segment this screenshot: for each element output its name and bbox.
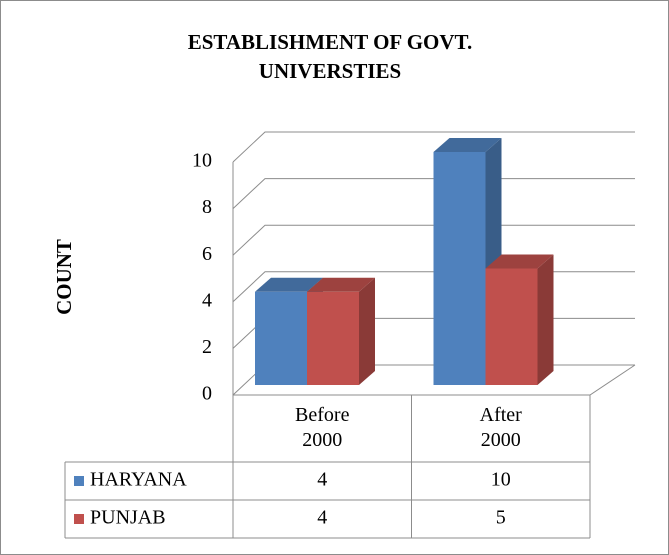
grid-line: [232, 131, 635, 163]
x-tick-label: After 2000: [479, 404, 522, 451]
bar: [485, 254, 554, 385]
bar-front: [307, 291, 359, 385]
table-value: 4: [317, 507, 327, 529]
bar: [307, 277, 375, 385]
y-tick-label: 2: [202, 336, 212, 358]
grid-line: [232, 178, 635, 209]
table-value: 4: [317, 469, 327, 491]
legend-key: [74, 476, 84, 486]
bar-top: [433, 138, 502, 152]
title-box: ESTABLISHMENT OF GOVT. UNIVERSTIES: [187, 30, 473, 83]
category-cell: Before 2000: [295, 404, 350, 451]
bar-side: [537, 254, 554, 385]
bar-front: [255, 291, 307, 385]
bar-front: [433, 152, 486, 385]
y-tick-label: 6: [202, 243, 212, 265]
x-tick-label: Before 2000: [295, 404, 350, 451]
grid-line: [232, 224, 635, 256]
category-cell: After 2000: [479, 404, 522, 451]
legend-label: HARYANA: [90, 469, 187, 491]
table-value: 10: [491, 469, 511, 491]
bar-top: [255, 277, 323, 292]
legend-key: [74, 514, 84, 524]
y-tick-label: 0: [202, 383, 212, 405]
legend-label: PUNJAB: [90, 507, 166, 529]
bar-side: [359, 277, 375, 385]
y-axis-label: COUNT: [52, 239, 76, 315]
bar-top: [485, 254, 554, 269]
chart-title: ESTABLISHMENT OF GOVT. UNIVERSTIES: [187, 30, 473, 83]
y-tick-label: 10: [192, 150, 212, 172]
table-value: 5: [496, 507, 506, 529]
y-tick-label: 8: [202, 196, 212, 218]
bar-top: [307, 277, 375, 292]
bar-front: [485, 268, 538, 385]
y-tick-label: 4: [202, 289, 212, 311]
